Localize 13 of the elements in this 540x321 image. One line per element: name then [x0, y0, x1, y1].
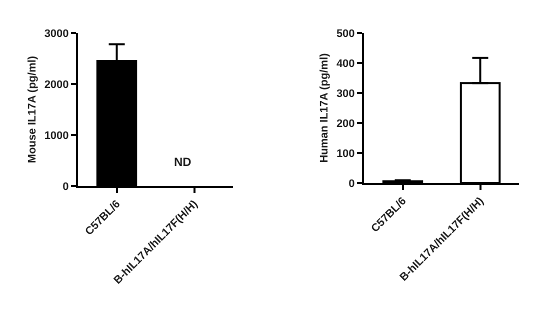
y-tick-label: 0	[62, 180, 69, 193]
y-tick-label: 100	[336, 148, 355, 160]
y-tick-label: 300	[336, 88, 355, 100]
annotation: ND	[174, 155, 192, 169]
y-axis-title: Human IL17A (pg/ml)	[318, 52, 331, 163]
y-tick-label: 500	[336, 28, 355, 40]
y-tick-label: 3000	[44, 28, 69, 40]
y-axis-title: Mouse IL17A (pg/ml)	[26, 56, 38, 164]
y-tick-label: 0	[348, 178, 355, 190]
y-tick-label: 1000	[44, 130, 69, 142]
y-tick-label: 200	[336, 118, 355, 130]
y-tick-label: 400	[336, 58, 355, 70]
y-tick-label: 2000	[44, 78, 69, 91]
